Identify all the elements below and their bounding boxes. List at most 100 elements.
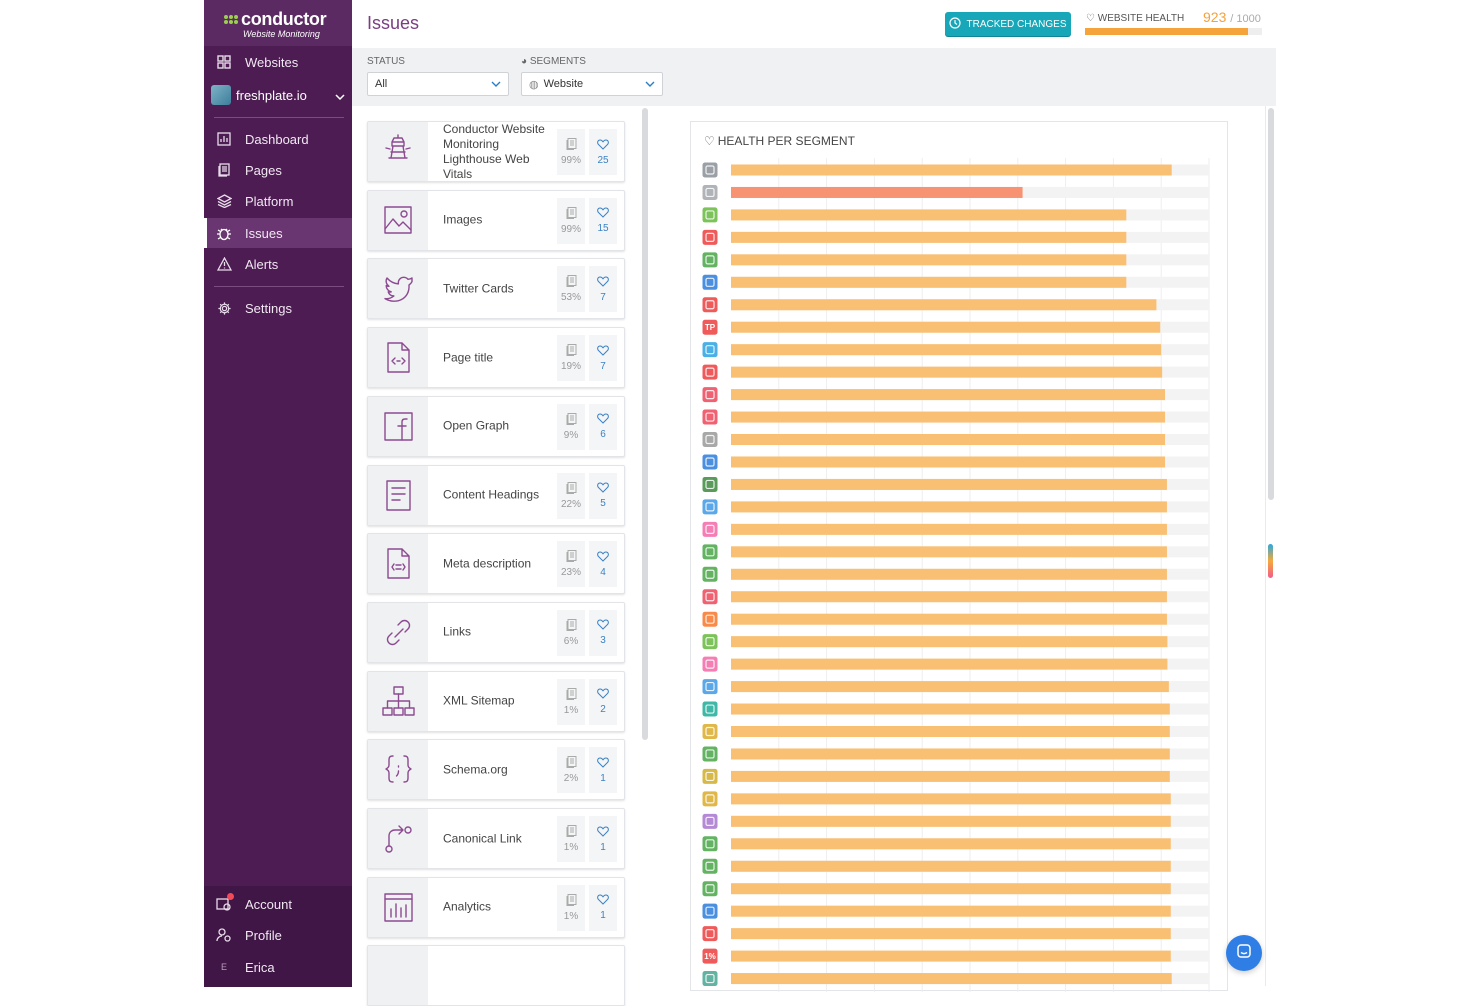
segments-select[interactable]: ◍ Website — [521, 72, 663, 96]
segment-bar[interactable] — [731, 793, 1171, 805]
segment-bar[interactable] — [731, 321, 1161, 333]
segment-bar[interactable] — [731, 366, 1163, 378]
issue-icon-box — [368, 259, 428, 319]
bell-icon — [702, 409, 718, 425]
segment-bar[interactable] — [731, 568, 1167, 580]
logo[interactable]: conductor Website Monitoring — [204, 0, 352, 46]
issue-icon-box — [368, 465, 428, 525]
segment-bar[interactable] — [731, 860, 1171, 872]
sidebar-item-alerts[interactable]: Alerts — [204, 250, 352, 278]
segment-bar[interactable] — [731, 838, 1171, 850]
segment-bar[interactable] — [731, 613, 1167, 625]
segment-bar[interactable] — [731, 928, 1171, 940]
sidebar-item-label: Profile — [245, 927, 282, 943]
segment-bar[interactable] — [731, 658, 1168, 670]
issue-card[interactable]: Page title 19% 7 — [367, 327, 625, 389]
segment-bar[interactable] — [731, 973, 1172, 985]
sidebar-item-pages[interactable]: Pages — [204, 156, 352, 184]
issue-card[interactable]: Canonical Link 1% 1 — [367, 808, 625, 869]
segment-bar[interactable] — [731, 501, 1167, 513]
tracked-changes-button[interactable]: TRACKED CHANGES — [945, 12, 1071, 36]
issue-list-scrollbar[interactable] — [642, 108, 648, 740]
issue-card[interactable]: Schema.org 2% 1 — [367, 739, 625, 801]
status-select[interactable]: All — [367, 72, 509, 96]
segment-bar[interactable] — [731, 344, 1162, 356]
segment-icon-glyph — [705, 255, 715, 265]
segment-bar[interactable] — [731, 254, 1127, 266]
segment-bar[interactable] — [731, 591, 1167, 603]
issue-card[interactable]: Open Graph 9% 6 — [367, 395, 625, 457]
segment-bar[interactable] — [731, 748, 1170, 760]
issue-points-value: 4 — [600, 566, 606, 578]
chart-title: ♡ HEALTH PER SEGMENT — [704, 134, 855, 148]
segment-bar[interactable] — [731, 299, 1157, 311]
notification-dot — [227, 893, 234, 900]
segment-bar[interactable] — [731, 546, 1167, 558]
segment-bar[interactable] — [731, 411, 1166, 423]
issue-name: Images — [443, 212, 483, 227]
segment-bar[interactable] — [731, 389, 1166, 401]
segment-bar[interactable] — [731, 456, 1166, 468]
issue-card[interactable]: Conductor Website Monitoring Lighthouse … — [367, 121, 625, 182]
segment-bar[interactable] — [731, 164, 1172, 176]
segment-bar[interactable] — [731, 815, 1171, 827]
issue-card[interactable]: Analytics 1% 1 — [367, 876, 625, 938]
issue-card[interactable]: Twitter Cards 53% 7 — [367, 258, 625, 320]
issue-card[interactable]: Links 6% 3 — [367, 601, 625, 663]
segment-bar[interactable] — [731, 681, 1169, 693]
segment-bar[interactable] — [731, 523, 1167, 535]
segment-icon-glyph — [705, 412, 715, 422]
issue-pages-value: 1% — [563, 910, 579, 922]
profile-icon — [216, 927, 232, 943]
site-selector[interactable]: freshplate.io — [211, 84, 347, 106]
issue-card[interactable]: XML Sitemap 1% 2 — [367, 670, 625, 732]
segment-icon-glyph — [705, 210, 715, 220]
issue-pages-value: 99% — [560, 155, 581, 166]
issue-name: Schema.org — [443, 762, 508, 777]
issue-card[interactable]: Images 99% 15 — [367, 189, 625, 251]
sidebar-item-settings[interactable]: Settings — [204, 294, 352, 322]
segment-bar[interactable] — [731, 276, 1127, 288]
issue-points-value: 15 — [597, 223, 609, 235]
segment-bar[interactable] — [731, 905, 1171, 917]
issue-card[interactable] — [367, 945, 625, 1006]
issue-card[interactable]: Meta description 23% 4 — [367, 533, 625, 595]
square-icon — [702, 634, 718, 650]
trend-icon — [702, 701, 718, 717]
segment-bar[interactable] — [731, 726, 1170, 737]
segment-bar[interactable] — [731, 231, 1127, 243]
issue-points-value: 2 — [600, 704, 606, 716]
segment-icon-glyph — [705, 547, 715, 557]
chat-launcher-button[interactable] — [1226, 935, 1262, 971]
issue-icon-box — [368, 809, 428, 868]
segment-scroll-indicator[interactable] — [1268, 544, 1273, 578]
segment-bar[interactable] — [731, 209, 1127, 221]
segment-bar[interactable] — [731, 950, 1171, 962]
issue-health-points: 1 — [589, 747, 617, 794]
issue-points-value: 3 — [600, 635, 606, 647]
issue-pages-value: 19% — [560, 361, 581, 373]
sidebar-item-profile[interactable]: Profile — [204, 921, 352, 949]
lighthouse-icon — [384, 134, 411, 159]
bug-icon — [216, 225, 232, 241]
main-scrollbar[interactable] — [1268, 108, 1274, 500]
sidebar-item-account[interactable]: Account — [204, 890, 352, 918]
segment-icon-glyph — [705, 502, 715, 512]
segment-bar[interactable] — [731, 636, 1168, 648]
segment-bar[interactable] — [731, 478, 1167, 490]
segments-select-value: Website — [543, 78, 584, 90]
segment-bar[interactable] — [731, 770, 1170, 782]
segment-bar[interactable] — [731, 883, 1171, 895]
issue-name: Content Headings — [443, 487, 540, 502]
bag-icon — [702, 858, 718, 874]
sidebar-item-websites[interactable]: Websites — [204, 48, 352, 76]
chevron-down-icon — [335, 88, 345, 103]
sidebar-item-dashboard[interactable]: Dashboard — [204, 125, 352, 153]
segment-bar[interactable] — [731, 186, 1023, 198]
sidebar-item-platform[interactable]: Platform — [204, 187, 352, 215]
segment-bar[interactable] — [731, 703, 1170, 715]
sidebar-item-issues[interactable]: Issues — [204, 218, 352, 248]
issue-card[interactable]: Content Headings 22% 5 — [367, 464, 625, 526]
segment-bar[interactable] — [731, 434, 1166, 446]
sidebar-item-user[interactable]: E Erica — [204, 953, 352, 981]
